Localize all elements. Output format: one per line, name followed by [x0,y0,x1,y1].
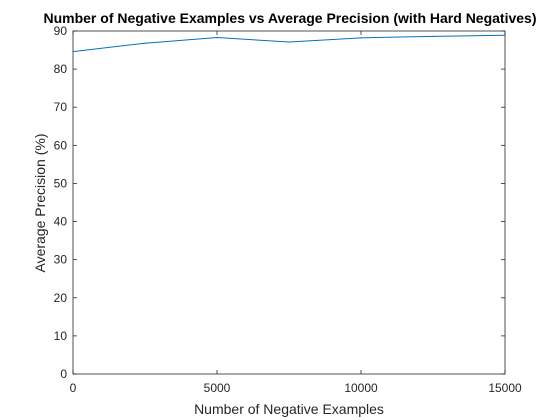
data-point [72,50,74,53]
y-tick-label: 10 [54,329,68,343]
data-point [504,34,506,36]
y-tick-label: 60 [54,138,68,152]
x-tick-label: 10000 [344,381,378,395]
y-tick-label: 30 [54,253,68,267]
y-tick-label: 80 [54,62,68,76]
x-axis-ticks: 0 5000 10000 15000 [70,31,522,395]
y-axis-label: Average Precision (%) [32,133,48,272]
data-point [144,42,146,44]
series-group [72,34,506,53]
x-tick-label: 0 [70,381,77,395]
y-tick-label: 90 [54,24,68,38]
y-tick-label: 20 [54,291,68,305]
series-line [72,34,506,53]
y-tick-label: 40 [54,215,68,229]
y-axis-ticks: 0 10 20 30 40 50 60 70 80 90 [54,24,505,381]
y-tick-label: 0 [60,367,67,381]
axes [72,30,506,375]
data-point [288,41,290,43]
x-tick-label: 5000 [204,381,231,395]
y-tick-label: 50 [54,176,68,190]
x-tick-label: 15000 [488,381,522,395]
y-tick-label: 70 [54,100,68,114]
x-axis-label: Number of Negative Examples [194,401,384,417]
data-point [216,36,218,39]
plot-box [72,30,506,375]
data-point [360,37,362,39]
chart-title: Number of Negative Examples vs Average P… [43,10,536,26]
data-point [432,35,434,37]
